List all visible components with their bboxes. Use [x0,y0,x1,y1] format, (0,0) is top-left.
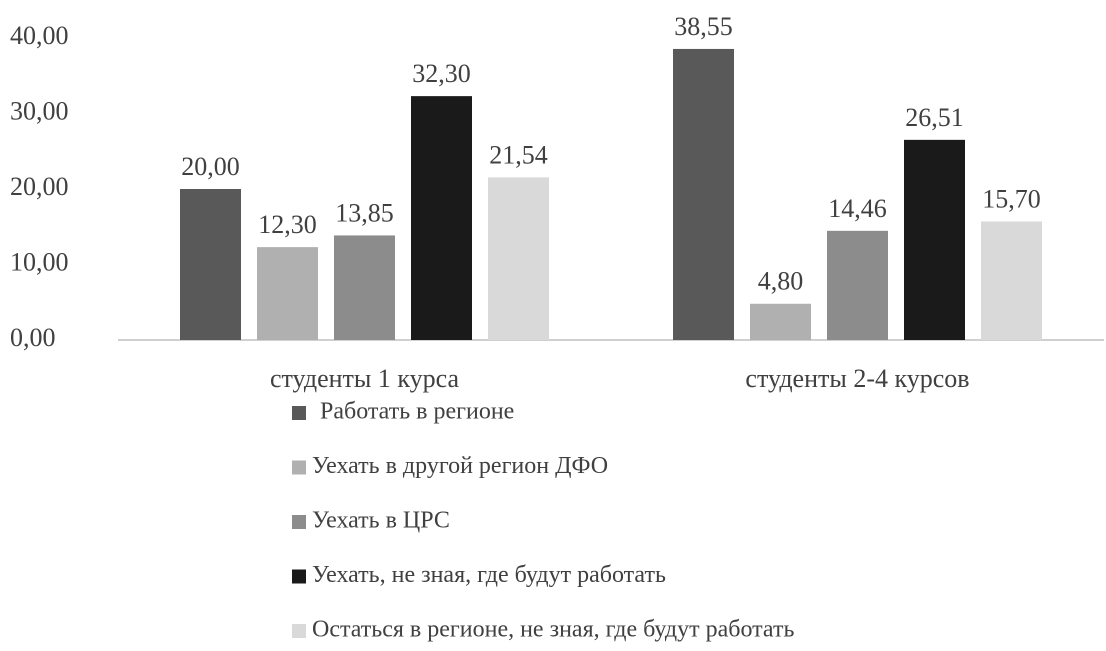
bar [488,177,549,340]
legend-swatch [292,460,306,475]
bar [981,221,1042,340]
legend-swatch [292,406,306,420]
value-label: 15,70 [982,184,1041,213]
value-label: 26,51 [905,103,964,132]
value-label: 38,55 [674,12,733,41]
value-label: 12,30 [258,210,317,239]
legend-swatch [292,515,306,529]
legend-label: Уехать, не зная, где будут работать [312,562,666,588]
bar [673,48,734,340]
y-tick-label: 30,00 [10,96,69,125]
legend-label: Работать в регионе [320,399,514,425]
legend-label: Остаться в регионе, не зная, где будут р… [312,617,794,643]
bar [904,139,965,340]
legend-swatch [292,624,306,638]
legend-label: Уехать в другой регион ДФО [312,453,608,479]
x-tick-label: студенты 1 курса [270,364,460,393]
bar [827,230,888,340]
bar [411,96,472,340]
value-label: 21,54 [489,140,548,169]
y-tick-label: 40,00 [10,21,69,50]
bar [257,247,318,340]
legend-label: Уехать в ЦРС [312,508,450,534]
value-label: 13,85 [335,198,394,227]
y-tick-label: 10,00 [10,247,69,276]
legend-swatch [292,569,306,584]
bar [750,303,811,340]
bar [334,235,395,340]
y-tick-label: 20,00 [10,172,69,201]
value-label: 4,80 [758,267,804,296]
value-label: 20,00 [181,152,240,181]
bar [180,189,241,340]
x-tick-label: студенты 2-4 курсов [745,364,969,393]
y-tick-label: 0,00 [10,323,56,352]
value-label: 32,30 [412,59,471,88]
value-label: 14,46 [828,194,887,223]
